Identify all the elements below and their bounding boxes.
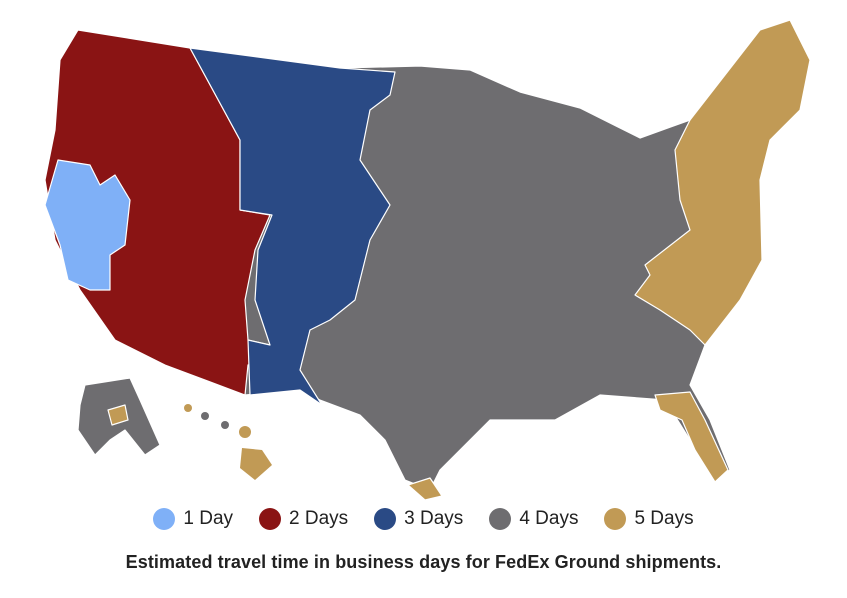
hawaii-island-4 (239, 426, 251, 438)
legend-item-4-days: 4 Days (489, 508, 578, 530)
us-transit-map (44, 19, 811, 501)
legend-item-1-day: 1 Day (153, 508, 233, 530)
region-5-days-florida (654, 391, 729, 483)
legend-item-3-days: 3 Days (374, 508, 463, 530)
legend-item-5-days: 5 Days (604, 508, 694, 530)
hawaii-big-island (240, 448, 272, 480)
legend-swatch-4-days (489, 508, 512, 530)
alaska-5-days (107, 404, 129, 426)
legend: 1 Day 2 Days 3 Days 4 Days 5 Days (0, 508, 847, 530)
legend-label-3-days: 3 Days (404, 508, 464, 529)
region-3-days (189, 47, 396, 406)
legend-swatch-1-day (153, 508, 176, 530)
map-caption: Estimated travel time in business days f… (125, 552, 722, 572)
region-5-days-east (634, 19, 811, 346)
legend-swatch-3-days (374, 508, 397, 530)
legend-label-4-days: 4 Days (519, 508, 579, 529)
legend-swatch-5-days (604, 508, 627, 530)
hawaii-island-2 (201, 412, 209, 420)
legend-label-5-days: 5 Days (634, 508, 694, 529)
region-1-day (44, 159, 131, 291)
legend-label-1-day: 1 Day (183, 508, 234, 529)
legend-swatch-2-days (259, 508, 282, 530)
legend-item-2-days: 2 Days (259, 508, 348, 530)
region-5-days-texas-tip (407, 477, 443, 501)
legend-label-2-days: 2 Days (289, 508, 349, 529)
hawaii-island-1 (184, 404, 192, 412)
hawaii-island-3 (221, 421, 229, 429)
